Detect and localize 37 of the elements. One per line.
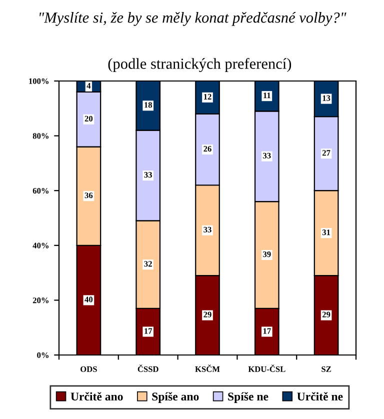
data-label: 32 <box>144 261 152 267</box>
y-tick-label: 100% <box>29 78 48 84</box>
y-tick-label: 80% <box>32 133 48 139</box>
data-label: 36 <box>84 192 93 198</box>
legend-label: Spíše ano <box>152 392 199 403</box>
data-label: 40 <box>84 296 93 302</box>
x-tick-label: SZ <box>322 366 331 372</box>
chart-subtitle: (podle stranických preferencí) <box>108 58 292 72</box>
data-label: 33 <box>204 226 212 232</box>
x-tick-label: KDU-ČSL <box>248 364 286 372</box>
data-label: 33 <box>144 172 152 178</box>
legend-label: Určitě ano <box>70 392 123 401</box>
data-label: 4 <box>86 83 91 88</box>
data-label: 11 <box>264 92 270 98</box>
data-label: 33 <box>263 152 271 158</box>
data-label: 12 <box>204 94 212 100</box>
data-label: 18 <box>144 102 152 108</box>
data-label: 13 <box>322 95 330 101</box>
data-label: 17 <box>144 328 152 334</box>
data-label: 20 <box>84 116 93 122</box>
data-label: 39 <box>263 251 271 258</box>
legend-label: Určitě ne <box>297 392 343 401</box>
legend-label: Spíše ne <box>228 392 268 403</box>
data-label: 17 <box>263 328 271 334</box>
data-label: 27 <box>322 150 330 156</box>
x-tick-label: ODS <box>80 366 97 372</box>
x-tick-label: KSČM <box>195 364 220 372</box>
y-tick-label: 20% <box>32 298 48 304</box>
data-label: 29 <box>322 312 330 318</box>
data-label: 29 <box>204 312 212 318</box>
data-label: 26 <box>204 146 212 152</box>
x-tick-label: ČSSD <box>138 364 158 372</box>
data-label: 31 <box>322 230 330 236</box>
y-tick-label: 40% <box>32 242 48 248</box>
chart-title: "Myslíte si, že by se měly konat předčasné volby?" <box>40 12 346 26</box>
y-tick-label: 60% <box>32 188 48 194</box>
y-tick-label: 0% <box>37 352 48 358</box>
